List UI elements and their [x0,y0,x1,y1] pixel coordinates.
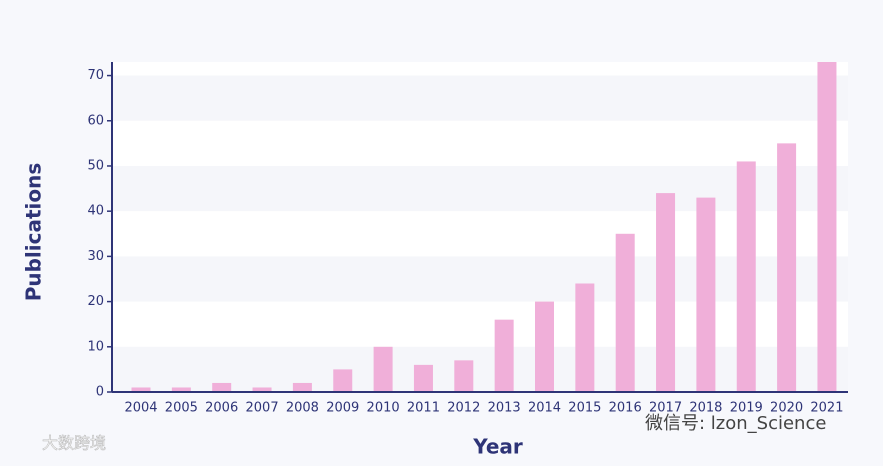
grid-band [112,165,848,212]
bar [575,283,595,392]
bar [454,360,474,392]
x-tick-label: 2009 [326,401,359,416]
bar [494,319,514,392]
bar [696,197,716,392]
x-tick-label: 2011 [407,401,440,416]
x-tick-label: 2005 [165,401,198,416]
x-tick-label: 2013 [488,401,521,416]
bar [736,161,756,392]
x-tick-label: 2015 [568,401,601,416]
grid-band [112,75,848,121]
bar [817,62,837,392]
bar [615,233,635,392]
y-tick-label: 10 [87,339,104,354]
x-tick-label: 2018 [689,401,722,416]
bar [171,387,191,392]
bar [292,382,312,392]
x-tick-label: 2019 [730,401,763,416]
bar [373,346,393,392]
bar [777,143,797,392]
x-tick-label: 2021 [810,401,843,416]
x-tick-label: 2016 [609,401,642,416]
x-tick-label: 2007 [246,401,279,416]
bar [252,387,272,392]
bar [535,301,554,392]
x-tick-label: 2004 [124,401,157,416]
x-tick-label: 2006 [205,401,238,416]
bar [131,387,151,392]
y-tick-label: 30 [87,249,104,264]
x-tick-label: 2008 [286,401,319,416]
bar [212,382,232,392]
y-tick-label: 60 [87,113,104,128]
grid-band [112,256,848,302]
x-tick-label: 2017 [649,401,682,416]
x-axis-title: Year [472,435,523,459]
y-axis-title: Publications [22,163,46,302]
x-tick-label: 2012 [447,401,480,416]
y-tick-label: 0 [96,385,104,400]
x-tick-label: 2020 [770,401,803,416]
x-tick-label: 2014 [528,401,561,416]
y-tick-label: 50 [87,158,104,173]
watermark: 微信号: lzon_Science [645,413,826,434]
bar [413,364,433,392]
bar [333,369,353,392]
y-tick-label: 20 [87,294,104,309]
grid-band [112,346,848,392]
y-tick-label: 70 [87,68,104,83]
x-tick-label: 2010 [367,401,400,416]
bar [656,193,676,392]
y-tick-label: 40 [87,204,104,219]
watermark: 大数跨境 [42,434,106,453]
